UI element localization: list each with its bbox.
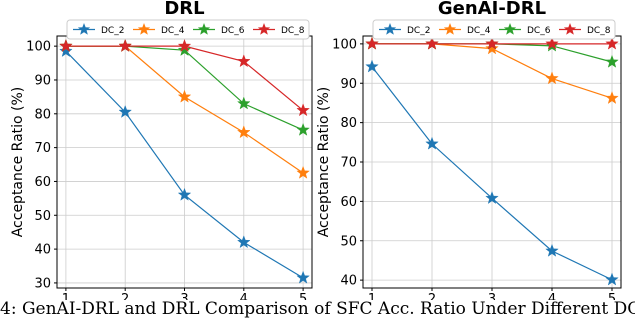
data-point xyxy=(545,71,559,85)
legend-marker xyxy=(383,22,397,35)
y-tick-label: 60 xyxy=(340,195,357,210)
legend-label: DC_2 xyxy=(407,26,430,36)
legend-marker xyxy=(257,22,271,35)
legend-box xyxy=(372,19,616,40)
x-tick-label: 3 xyxy=(180,292,188,300)
data-point xyxy=(365,59,379,73)
data-point xyxy=(296,270,310,284)
legend-marker xyxy=(563,22,577,35)
y-tick-label: 80 xyxy=(34,107,51,122)
data-point xyxy=(237,125,251,139)
legend-label: DC_6 xyxy=(527,26,551,36)
data-point xyxy=(485,41,499,55)
legend-label: DC_8 xyxy=(587,26,611,36)
data-point xyxy=(237,96,251,110)
legend-box xyxy=(66,19,310,40)
data-point xyxy=(545,36,559,50)
y-tick-label: 90 xyxy=(340,77,357,92)
series-dc-8 xyxy=(365,36,619,50)
y-tick-label: 70 xyxy=(34,141,51,156)
data-point xyxy=(485,191,499,204)
data-point xyxy=(59,39,73,52)
y-tick-label: 100 xyxy=(26,40,51,55)
chart-title: DRL xyxy=(164,0,204,19)
data-point xyxy=(425,136,439,150)
data-point xyxy=(365,36,379,50)
x-tick-label: 4 xyxy=(240,292,248,300)
data-point xyxy=(605,272,619,286)
x-tick-label: 4 xyxy=(548,292,556,300)
legend-marker xyxy=(137,22,151,35)
x-tick-label: 5 xyxy=(608,292,616,300)
y-tick-label: 80 xyxy=(340,116,357,131)
data-point xyxy=(605,91,619,104)
chart-title: GenAI-DRL xyxy=(438,0,546,19)
y-tick-label: 50 xyxy=(340,234,357,249)
legend-label: DC_4 xyxy=(161,26,185,36)
y-tick-label: 40 xyxy=(340,274,357,289)
series-dc-8 xyxy=(59,39,310,117)
x-tick-label: 2 xyxy=(428,292,436,300)
data-point xyxy=(177,39,192,52)
data-point xyxy=(118,105,132,118)
y-tick-label: 90 xyxy=(34,73,51,88)
data-point xyxy=(177,187,192,201)
legend-marker xyxy=(77,22,91,35)
data-point xyxy=(485,36,499,50)
legend-marker xyxy=(197,22,211,35)
data-point xyxy=(59,44,73,57)
data-point xyxy=(296,122,310,136)
y-tick-label: 60 xyxy=(34,175,51,190)
data-point xyxy=(296,165,310,179)
data-point xyxy=(296,103,310,117)
y-tick-label: 30 xyxy=(34,276,51,291)
y-tick-label: 100 xyxy=(332,37,357,52)
legend-marker xyxy=(503,22,517,35)
data-point xyxy=(177,89,192,103)
y-axis-label: Acceptance Ratio (%) xyxy=(316,87,332,238)
data-point xyxy=(605,54,619,68)
legend: DC_2 DC_4 DC_6 DC_8 xyxy=(66,19,310,40)
legend-label: DC_6 xyxy=(221,26,245,36)
legend-label: DC_8 xyxy=(281,26,305,36)
y-tick-label: 50 xyxy=(34,209,51,224)
y-axis-label: Acceptance Ratio (%) xyxy=(10,87,26,238)
x-tick-label: 3 xyxy=(488,292,496,300)
legend-marker xyxy=(443,22,457,35)
legend-label: DC_2 xyxy=(101,26,124,36)
x-tick-label: 5 xyxy=(299,292,307,300)
series-dc-2 xyxy=(59,44,310,284)
data-point xyxy=(237,235,251,249)
data-point xyxy=(237,54,251,68)
data-point xyxy=(118,39,132,52)
x-tick-label: 2 xyxy=(121,292,129,300)
data-point xyxy=(605,36,619,50)
legend-label: DC_4 xyxy=(467,26,491,36)
series-dc-2 xyxy=(365,59,619,286)
x-tick-label: 1 xyxy=(368,292,376,300)
data-point xyxy=(177,43,192,56)
x-tick-label: 1 xyxy=(62,292,70,300)
figure-caption: 4: GenAI-DRL and DRL Comparison of SFC A… xyxy=(0,299,635,319)
legend: DC_2 DC_4 DC_6 DC_8 xyxy=(372,19,616,40)
y-tick-label: 70 xyxy=(340,156,357,171)
data-point xyxy=(545,243,559,257)
y-tick-label: 40 xyxy=(34,243,51,258)
data-point xyxy=(425,36,439,50)
